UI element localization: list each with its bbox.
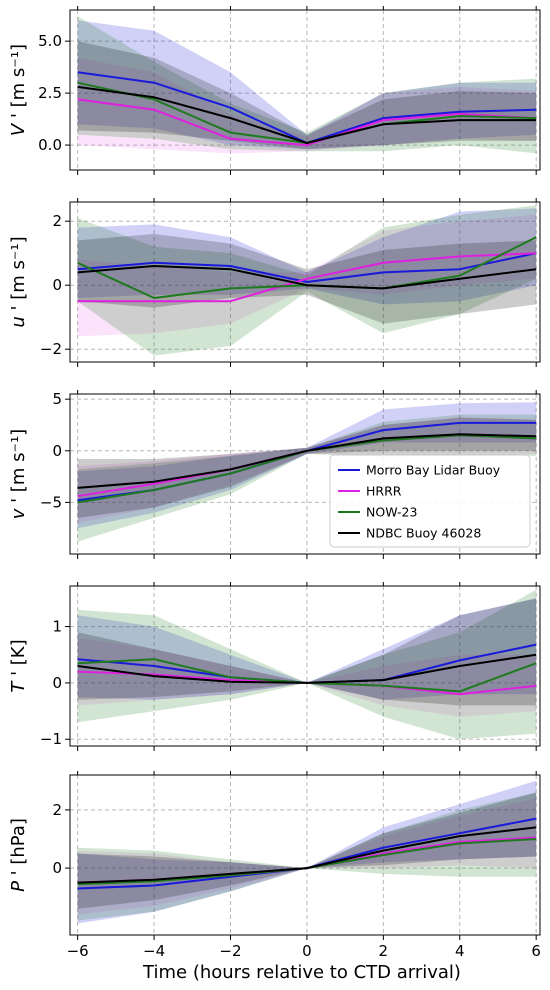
legend-entry-label: Morro Bay Lidar Buoy <box>366 463 501 478</box>
y-axis-label-unit: [hPa] <box>8 818 29 865</box>
y-axis-label-symbol: T <box>8 676 29 693</box>
lines-group <box>77 236 537 303</box>
x-tick-label: −6 <box>67 942 89 960</box>
y-tick-label: 2.5 <box>38 84 62 102</box>
y-axis-label-unit: [m s⁻¹] <box>8 429 29 492</box>
y-axis-label: u ' [m s⁻¹] <box>8 236 29 327</box>
chart-panel-4: −1 0 1 T ' [K] <box>8 582 541 751</box>
y-tick-label: −5 <box>40 493 62 511</box>
band-now-23 <box>77 414 537 542</box>
y-tick-label: 2 <box>52 801 62 819</box>
x-tick-label: −2 <box>219 942 241 960</box>
series-line-ndbc-buoy-46028 <box>77 653 537 684</box>
y-axis-label-unit: [m s⁻¹] <box>8 236 29 299</box>
bands-group <box>77 402 537 542</box>
band-now-23 <box>77 589 537 740</box>
axes-frame <box>69 9 541 171</box>
axes-frame <box>69 585 541 747</box>
legend-entry-label: NDBC Buoy 46028 <box>366 526 481 541</box>
y-axis-label-prime: ' <box>8 865 29 876</box>
y-tick-label: −2 <box>40 340 62 358</box>
lines-group <box>77 643 537 696</box>
y-tick-label: 0 <box>52 442 62 460</box>
x-axis-label: Time (hours relative to CTD arrival) <box>142 962 461 983</box>
series-line-hrrr <box>77 252 537 303</box>
y-tick-label: 1 <box>52 618 62 636</box>
y-tick-label: 5.0 <box>38 32 62 50</box>
x-tick-label: 4 <box>455 942 465 960</box>
y-tick-label: 0 <box>52 276 62 294</box>
series-line-morro-bay-lidar-buoy <box>77 252 537 283</box>
chart-panel-2: −2 0 2 u ' [m s⁻¹] <box>8 198 541 367</box>
series-line-ndbc-buoy-46028 <box>77 826 537 884</box>
x-tick-label: −4 <box>143 942 165 960</box>
y-tick-label: 0.0 <box>38 136 62 154</box>
y-tick-label: 0 <box>52 859 62 877</box>
series-line-hrrr <box>77 98 537 147</box>
y-axis-label-unit: [m s⁻¹] <box>8 44 29 107</box>
legend-entry-label: NOW-23 <box>366 505 417 520</box>
band-ndbc-buoy-46028 <box>77 417 537 518</box>
series-line-ndbc-buoy-46028 <box>77 433 537 489</box>
panels: 0.0 2.5 5.0 V ' [m s⁻¹] −2 0 2 u ' [m s⁻¹] −5 0 5 v… <box>8 6 541 960</box>
y-axis-label-symbol: v <box>8 503 29 519</box>
band-now-23 <box>77 16 537 154</box>
y-tick-label: 2 <box>52 212 62 230</box>
series-line-ndbc-buoy-46028 <box>77 85 537 144</box>
y-tick-label: −1 <box>40 730 62 748</box>
y-axis-label: P ' [hPa] <box>8 818 29 892</box>
y-axis-label-symbol: u <box>8 310 29 327</box>
y-axis-label: v ' [m s⁻¹] <box>8 429 29 519</box>
x-tick-label: 6 <box>531 942 541 960</box>
y-tick-label: 0 <box>52 674 62 692</box>
band-now-23 <box>77 792 537 921</box>
y-axis-label-symbol: V <box>8 118 29 136</box>
bands-group <box>77 780 537 924</box>
axes-frame <box>69 201 541 363</box>
band-morro-bay-lidar-buoy <box>77 780 537 924</box>
y-tick-label: 5 <box>52 390 62 408</box>
lines-group <box>77 71 537 147</box>
axes-frame <box>69 774 541 936</box>
chart-panel-1: 0.0 2.5 5.0 V ' [m s⁻¹] <box>8 6 541 175</box>
y-axis-label-prime: ' <box>8 665 29 676</box>
band-morro-bay-lidar-buoy <box>77 208 537 305</box>
axes-frame <box>69 393 541 555</box>
band-now-23 <box>77 205 537 356</box>
band-morro-bay-lidar-buoy <box>77 598 537 700</box>
y-axis-label-prime: ' <box>8 300 29 311</box>
lines-group <box>77 817 537 890</box>
band-hrrr <box>77 637 537 717</box>
series-line-ndbc-buoy-46028 <box>77 265 537 290</box>
band-hrrr <box>77 416 537 523</box>
legend-box <box>329 454 531 548</box>
y-axis-label-prime: ' <box>8 107 29 118</box>
x-tick-label: 0 <box>302 942 312 960</box>
y-axis-label: T ' [K] <box>8 639 29 692</box>
y-axis-label-unit: [K] <box>8 639 29 665</box>
y-axis-label-prime: ' <box>8 492 29 503</box>
band-ndbc-buoy-46028 <box>77 792 537 909</box>
legend-entry-label: HRRR <box>366 484 402 499</box>
band-morro-bay-lidar-buoy <box>77 402 537 529</box>
y-axis-label: V ' [m s⁻¹] <box>8 44 29 136</box>
band-hrrr <box>77 214 537 337</box>
band-hrrr <box>77 798 537 915</box>
band-hrrr <box>77 57 537 154</box>
legend: Morro Bay Lidar Buoy HRRR NOW-23 NDBC Buoy … <box>329 454 531 548</box>
lines-group <box>77 421 537 504</box>
chart-panel-3: −5 0 5 v ' [m s⁻¹] <box>8 390 541 559</box>
y-axis-label-symbol: P <box>8 875 29 892</box>
x-tick-label: 2 <box>379 942 389 960</box>
chart-panel-5: −6 −4 −2 0 2 4 6 0 2 P ' [hPa] <box>8 771 541 960</box>
